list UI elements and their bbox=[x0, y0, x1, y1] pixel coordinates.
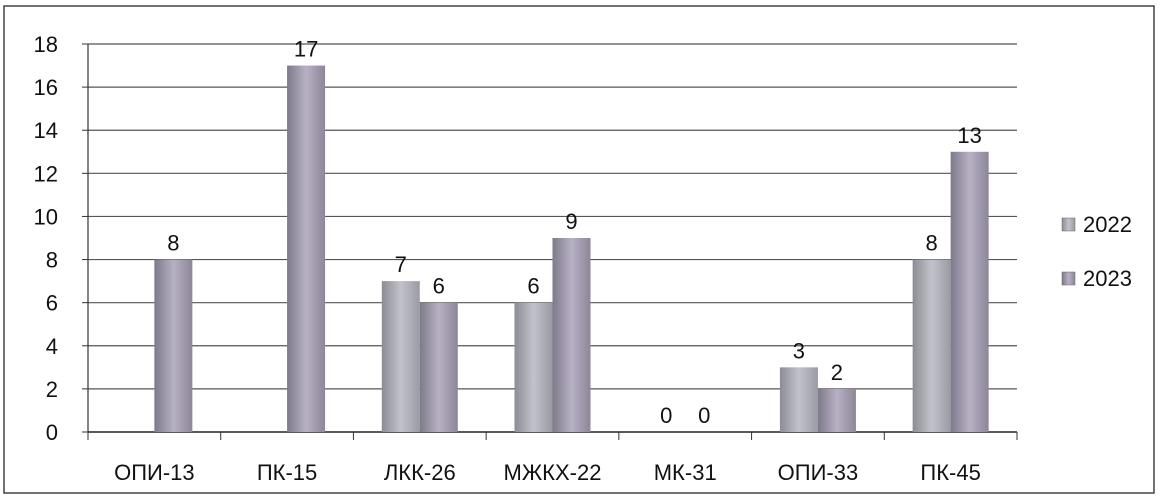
x-tick-label: МК-31 bbox=[654, 460, 717, 485]
y-tick-label: 18 bbox=[34, 32, 58, 57]
data-label: 8 bbox=[167, 231, 179, 256]
data-label: 0 bbox=[698, 403, 710, 428]
bar-2022 bbox=[514, 302, 553, 432]
y-tick-label: 4 bbox=[46, 334, 58, 359]
x-axis: ОПИ-13 ПК-15 ЛКК-26 МЖКХ-22 МК-31 ОПИ-33 ПК-45 bbox=[87, 431, 1018, 485]
data-labels: 7 6 0 3 8 8 17 6 9 0 2 13 bbox=[167, 37, 982, 428]
chart-border bbox=[3, 5, 1155, 494]
data-label: 9 bbox=[565, 209, 577, 234]
bar-2023 bbox=[817, 388, 856, 432]
y-tick-label: 14 bbox=[34, 118, 58, 143]
y-tick-label: 0 bbox=[46, 420, 58, 445]
data-label: 2 bbox=[831, 360, 843, 385]
y-axis: 0 2 4 6 8 10 12 14 16 18 bbox=[34, 32, 89, 445]
data-label: 13 bbox=[957, 123, 981, 148]
data-label: 6 bbox=[433, 274, 445, 299]
y-tick-label: 6 bbox=[46, 291, 58, 316]
data-label: 8 bbox=[926, 231, 938, 256]
x-tick-label: МЖКХ-22 bbox=[504, 460, 602, 485]
y-tick-label: 10 bbox=[34, 204, 58, 229]
x-tick-label: ЛКК-26 bbox=[384, 460, 456, 485]
data-label: 17 bbox=[294, 37, 318, 62]
bar-2023 bbox=[154, 259, 193, 432]
x-tick-label: ОПИ-13 bbox=[114, 460, 195, 485]
y-tick-label: 2 bbox=[46, 377, 58, 402]
bar-2022 bbox=[779, 367, 818, 432]
x-tick-label: ОПИ-33 bbox=[778, 460, 859, 485]
legend-label: 2022 bbox=[1083, 212, 1132, 237]
y-tick-label: 16 bbox=[34, 75, 58, 100]
data-label: 0 bbox=[660, 403, 672, 428]
data-label: 3 bbox=[793, 338, 805, 363]
x-tick-label: ПК-45 bbox=[920, 460, 980, 485]
bar-2022 bbox=[912, 259, 951, 432]
bars bbox=[154, 65, 989, 433]
legend: 2022 2023 bbox=[1061, 212, 1132, 291]
legend-swatch-2022 bbox=[1061, 217, 1076, 232]
legend-swatch-2023 bbox=[1061, 271, 1076, 286]
data-label: 6 bbox=[527, 274, 539, 299]
data-label: 7 bbox=[395, 252, 407, 277]
bar-2023 bbox=[950, 151, 989, 432]
bar-2023 bbox=[419, 302, 458, 432]
bar-2023 bbox=[287, 65, 326, 433]
gridlines bbox=[88, 43, 1017, 390]
y-tick-label: 12 bbox=[34, 161, 58, 186]
y-tick-label: 8 bbox=[46, 248, 58, 273]
legend-label: 2023 bbox=[1083, 266, 1132, 291]
bar-2023 bbox=[552, 238, 591, 432]
x-tick-label: ПК-15 bbox=[257, 460, 317, 485]
bar-2022 bbox=[381, 281, 420, 432]
